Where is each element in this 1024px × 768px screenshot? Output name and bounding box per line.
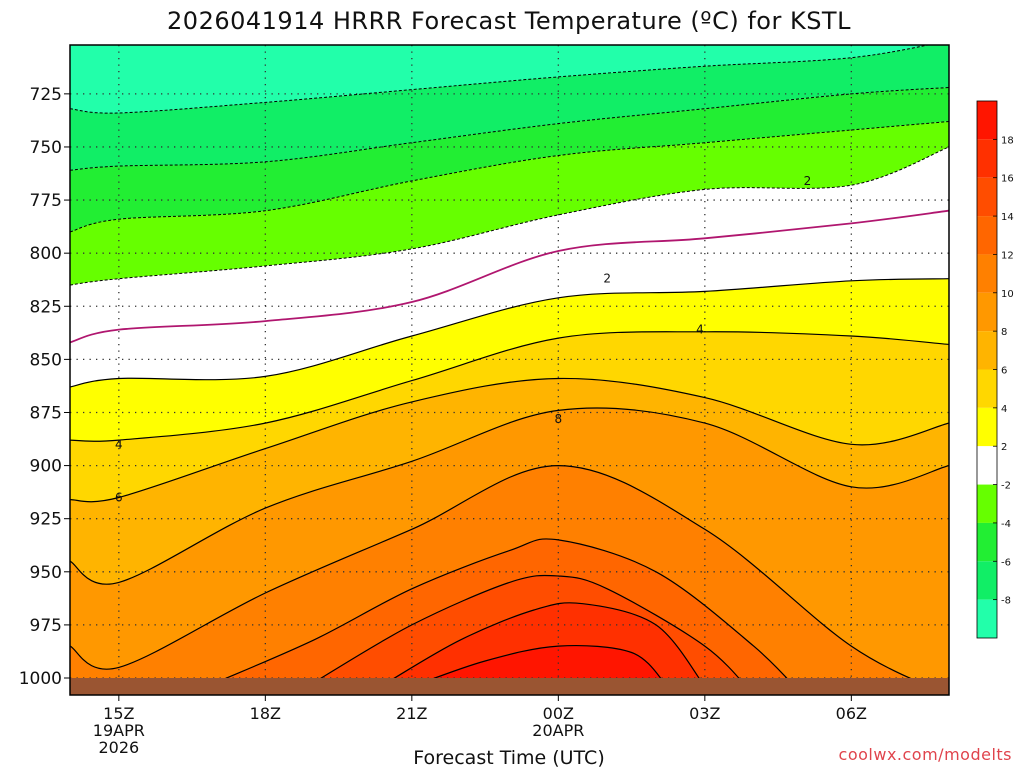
colorbar-tick-label: 10 <box>1001 289 1014 300</box>
colorbar-tick-label: 14 <box>1001 212 1014 223</box>
contour-line-12 <box>216 538 803 695</box>
y-tick-label: 775 <box>30 191 62 211</box>
colorbar-tick-label: 2 <box>1001 442 1007 453</box>
plot-area <box>70 45 949 695</box>
contour-line-4 <box>70 331 949 442</box>
ground <box>70 678 949 695</box>
contour-line-8 <box>70 407 949 585</box>
contour-label: 2 <box>804 174 812 188</box>
contour-label: 4 <box>115 437 123 451</box>
plot-frame <box>69 44 950 696</box>
contour-line-2 <box>70 278 949 388</box>
colorbar-swatch <box>977 561 997 600</box>
x-tick-label: 21Z <box>396 704 427 723</box>
temp-band-0-to-2 <box>70 210 949 387</box>
temp-band-2-to-4 <box>70 278 949 442</box>
x-tick-label: 15Z <box>103 704 134 723</box>
colorbar-swatch <box>977 407 997 447</box>
contour-label: 6 <box>115 490 123 504</box>
colorbar-swatch <box>977 292 997 332</box>
chart-title: 2026041914 HRRR Forecast Temperature (ºC… <box>167 7 851 35</box>
contour-line-10 <box>70 464 949 695</box>
colorbar-swatch <box>977 331 997 370</box>
colorbar-swatch <box>977 139 997 178</box>
contour-line-18 <box>411 645 667 688</box>
colorbar-swatch <box>977 101 997 140</box>
colorbar-tick-label: 16 <box>1001 174 1014 185</box>
y-tick-label: 875 <box>30 403 62 423</box>
contour-line-6 <box>70 377 949 503</box>
colorbar-swatch <box>977 216 997 255</box>
temp-band--8-to--6 <box>70 45 949 171</box>
colorbar-tick-label: -4 <box>1001 519 1011 530</box>
x-axis-label: Forecast Time (UTC) <box>413 747 604 768</box>
colorbar-swatch <box>977 369 997 408</box>
source-credit: coolwx.com/modelts <box>839 745 1012 764</box>
contour-line--4 <box>70 121 949 233</box>
y-tick-label: 900 <box>30 457 62 477</box>
temp-band-6-to-8 <box>70 378 949 585</box>
colorbar-tick-label: -6 <box>1001 557 1011 568</box>
temp-band--4-to--2 <box>70 121 949 285</box>
y-tick-label: 825 <box>30 297 62 317</box>
colorbar-swatch <box>977 254 997 293</box>
contour-label: 8 <box>555 412 563 426</box>
y-tick-label: 800 <box>30 244 62 264</box>
x-tick-label: 18Z <box>250 704 281 723</box>
colorbar-tick-label: 18 <box>1001 135 1014 146</box>
colorbar-swatch <box>977 446 997 485</box>
gridlines <box>70 45 949 695</box>
colorbar: -8 -6 -4 -2 2 4 6 8 10 12 14 16 18 <box>976 100 1014 639</box>
x-tick-label: 06Z <box>836 704 867 723</box>
x-tick-label: 00Z <box>543 704 574 723</box>
x-tick-label: 20APR <box>532 721 584 740</box>
x-tick-label: 2026 <box>98 738 139 757</box>
y-tick-label: 725 <box>30 85 62 105</box>
contour-line-0 <box>70 209 949 344</box>
contour-line-14 <box>313 574 755 695</box>
colorbar-tick-label: -2 <box>1001 481 1011 492</box>
x-tick-label: 03Z <box>689 704 720 723</box>
temp-band--2-to-0 <box>70 147 949 343</box>
temp-band-coldest <box>70 45 949 114</box>
colorbar-swatch <box>977 177 997 217</box>
colorbar-tick-label: 8 <box>1001 327 1007 338</box>
y-tick-label: 925 <box>30 510 62 530</box>
temp-band--6-to--4 <box>70 87 949 232</box>
colorbar-tick-label: 6 <box>1001 366 1007 377</box>
y-tick-label: 975 <box>30 616 62 636</box>
colorbar-swatch <box>977 522 997 562</box>
contour-line-16 <box>387 602 706 687</box>
y-tick-label: 750 <box>30 138 62 158</box>
y-tick-label: 1000 <box>19 669 62 689</box>
colorbar-swatch <box>977 599 997 638</box>
contour-line--6 <box>70 87 949 171</box>
contour-label: 4 <box>696 323 704 337</box>
x-tick-label: 19APR <box>93 721 145 740</box>
colorbar-tick-label: -8 <box>1001 596 1011 607</box>
y-tick-label: 950 <box>30 563 62 583</box>
contour-label: 2 <box>603 272 611 286</box>
temp-band-4-to-6 <box>70 331 949 502</box>
contour-line--8 <box>70 45 931 114</box>
colorbar-tick-label: 12 <box>1001 250 1014 261</box>
contour-line--2 <box>70 146 949 286</box>
colorbar-swatch <box>977 484 997 523</box>
colorbar-tick-label: 4 <box>1001 404 1007 415</box>
y-tick-label: 850 <box>30 350 62 370</box>
